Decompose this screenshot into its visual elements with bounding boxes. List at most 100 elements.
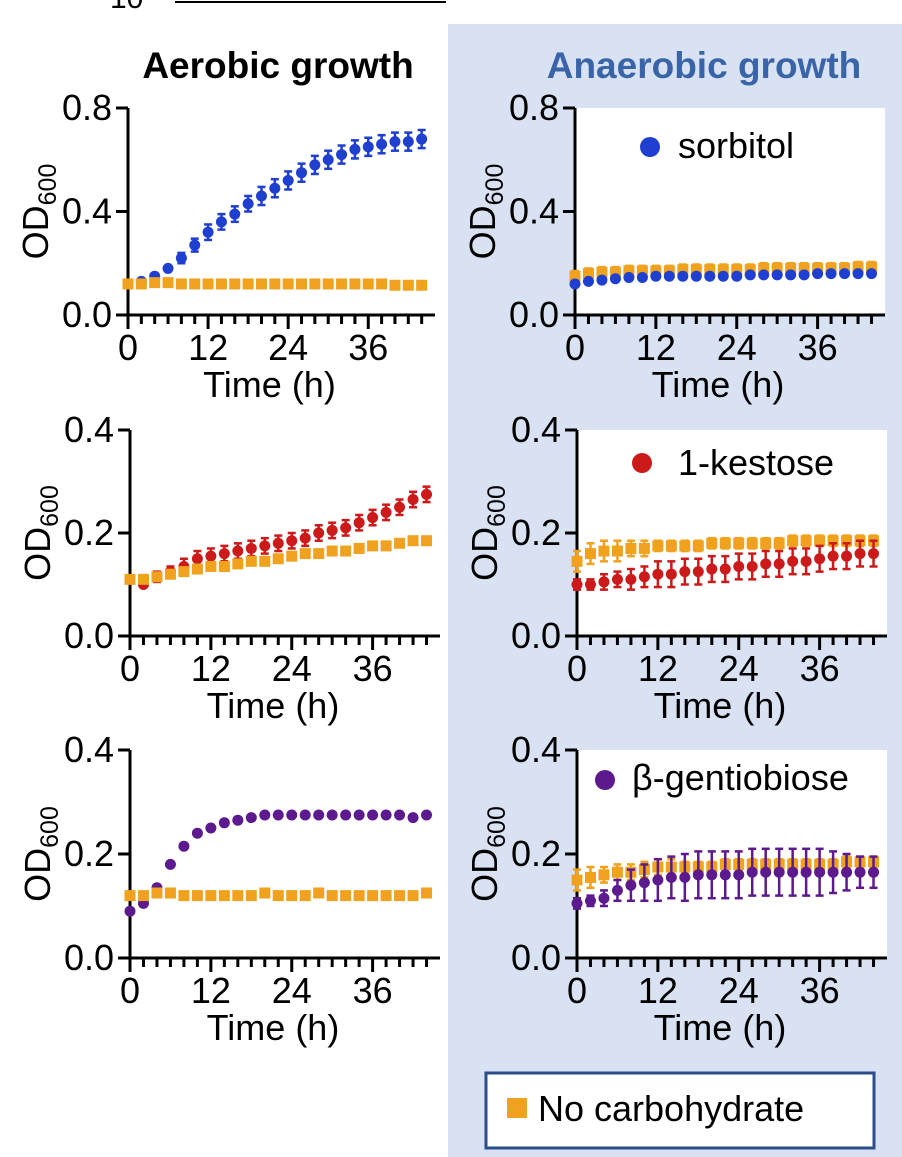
data-point bbox=[326, 890, 338, 902]
series-gentiobiose bbox=[571, 847, 880, 910]
x-tick-label: 0 bbox=[565, 327, 585, 368]
data-point bbox=[362, 141, 374, 153]
data-point bbox=[218, 560, 230, 572]
y-tick-label: 0.4 bbox=[62, 191, 112, 232]
data-point bbox=[868, 866, 880, 878]
data-point bbox=[322, 278, 334, 290]
data-point bbox=[571, 874, 583, 886]
x-tick-label: 24 bbox=[272, 648, 312, 689]
data-point bbox=[259, 887, 271, 899]
data-point bbox=[178, 840, 190, 852]
data-point bbox=[812, 268, 824, 280]
data-point bbox=[746, 866, 758, 878]
data-point bbox=[704, 270, 716, 282]
data-point bbox=[854, 866, 866, 878]
y-tick-label: 0.4 bbox=[511, 409, 561, 450]
data-point bbox=[189, 278, 201, 290]
data-point bbox=[232, 814, 244, 826]
data-point bbox=[571, 897, 583, 909]
data-point bbox=[215, 216, 227, 228]
data-point bbox=[353, 542, 365, 554]
data-point bbox=[690, 264, 702, 276]
data-point bbox=[191, 827, 203, 839]
data-point bbox=[122, 278, 134, 290]
data-point bbox=[758, 262, 770, 274]
y-tick-label: 0.2 bbox=[511, 512, 561, 553]
data-point bbox=[814, 553, 826, 565]
data-point bbox=[394, 501, 406, 513]
series-no_carbohydrate bbox=[124, 887, 433, 902]
y-tick-label: 0.0 bbox=[64, 615, 114, 656]
data-point bbox=[719, 563, 731, 575]
data-point bbox=[394, 537, 406, 549]
y-axis-title: OD600 bbox=[462, 164, 509, 260]
x-tick-label: 0 bbox=[120, 648, 140, 689]
data-point bbox=[758, 269, 770, 281]
data-point bbox=[611, 573, 623, 585]
data-point bbox=[625, 573, 637, 585]
data-point bbox=[205, 560, 217, 572]
x-tick-label: 12 bbox=[188, 327, 228, 368]
data-point bbox=[598, 576, 610, 588]
data-point bbox=[229, 278, 241, 290]
data-point bbox=[636, 271, 648, 283]
data-point bbox=[800, 866, 812, 878]
data-point bbox=[692, 869, 704, 881]
y-axis-title-subscript: 600 bbox=[34, 164, 62, 206]
legend-kestose: 1-kestose bbox=[632, 442, 834, 483]
data-point bbox=[665, 568, 677, 580]
x-tick-label: 36 bbox=[353, 648, 393, 689]
data-point bbox=[282, 174, 294, 186]
data-point bbox=[569, 278, 581, 290]
data-point bbox=[272, 809, 284, 821]
data-point bbox=[394, 890, 406, 902]
y-axis-title: OD600 bbox=[15, 164, 62, 260]
y-tick-label: 0.0 bbox=[62, 294, 112, 335]
data-point bbox=[731, 264, 743, 276]
series-no_carbohydrate bbox=[124, 535, 433, 585]
data-point bbox=[706, 869, 718, 881]
data-point bbox=[124, 573, 136, 585]
y-axis-title-subscript: 600 bbox=[483, 806, 511, 848]
data-point bbox=[259, 809, 271, 821]
legend-gentiobiose-marker bbox=[595, 770, 615, 790]
data-point bbox=[866, 268, 878, 280]
data-point bbox=[650, 270, 662, 282]
plot-aerobic-gentiobiose: 0.0 0.2 0.4 0 12 24 36 Time (h) OD600 bbox=[17, 729, 440, 1048]
y-tick-label: 0.0 bbox=[511, 937, 561, 978]
x-tick-label: 12 bbox=[638, 970, 678, 1011]
data-point bbox=[407, 535, 419, 547]
data-point bbox=[785, 269, 797, 281]
data-point bbox=[827, 535, 839, 547]
data-point bbox=[596, 274, 608, 286]
data-point bbox=[421, 535, 433, 547]
data-point bbox=[164, 887, 176, 899]
data-point bbox=[677, 264, 689, 276]
plot-anaerobic-gentiobiose: 0.0 0.2 0.4 0 12 24 36 Time (h) OD600 bbox=[464, 729, 887, 1048]
data-point bbox=[255, 278, 267, 290]
data-point bbox=[245, 890, 257, 902]
y-axis-title-main: OD bbox=[15, 205, 56, 259]
y-tick-label: 0.4 bbox=[511, 729, 561, 770]
data-point bbox=[814, 535, 826, 547]
data-point bbox=[313, 887, 325, 899]
plot-aerobic-sorbitol: 0.0 0.4 0.8 0 12 24 36 Time (h) OD600 bbox=[15, 87, 435, 405]
data-point bbox=[367, 890, 379, 902]
data-point bbox=[309, 159, 321, 171]
data-point bbox=[598, 869, 610, 881]
data-point bbox=[135, 278, 147, 290]
data-point bbox=[340, 890, 352, 902]
data-point bbox=[638, 877, 650, 889]
data-point bbox=[299, 809, 311, 821]
y-axis-title-main: OD bbox=[464, 527, 505, 581]
data-point bbox=[719, 537, 731, 549]
y-tick-label: 0.4 bbox=[64, 729, 114, 770]
data-point bbox=[623, 265, 635, 277]
data-point bbox=[137, 890, 149, 902]
x-tick-label: 24 bbox=[268, 327, 308, 368]
data-point bbox=[299, 548, 311, 560]
data-point bbox=[798, 262, 810, 274]
data-point bbox=[376, 278, 388, 290]
data-point bbox=[569, 270, 581, 282]
y-axis-title-subscript: 600 bbox=[36, 485, 64, 527]
